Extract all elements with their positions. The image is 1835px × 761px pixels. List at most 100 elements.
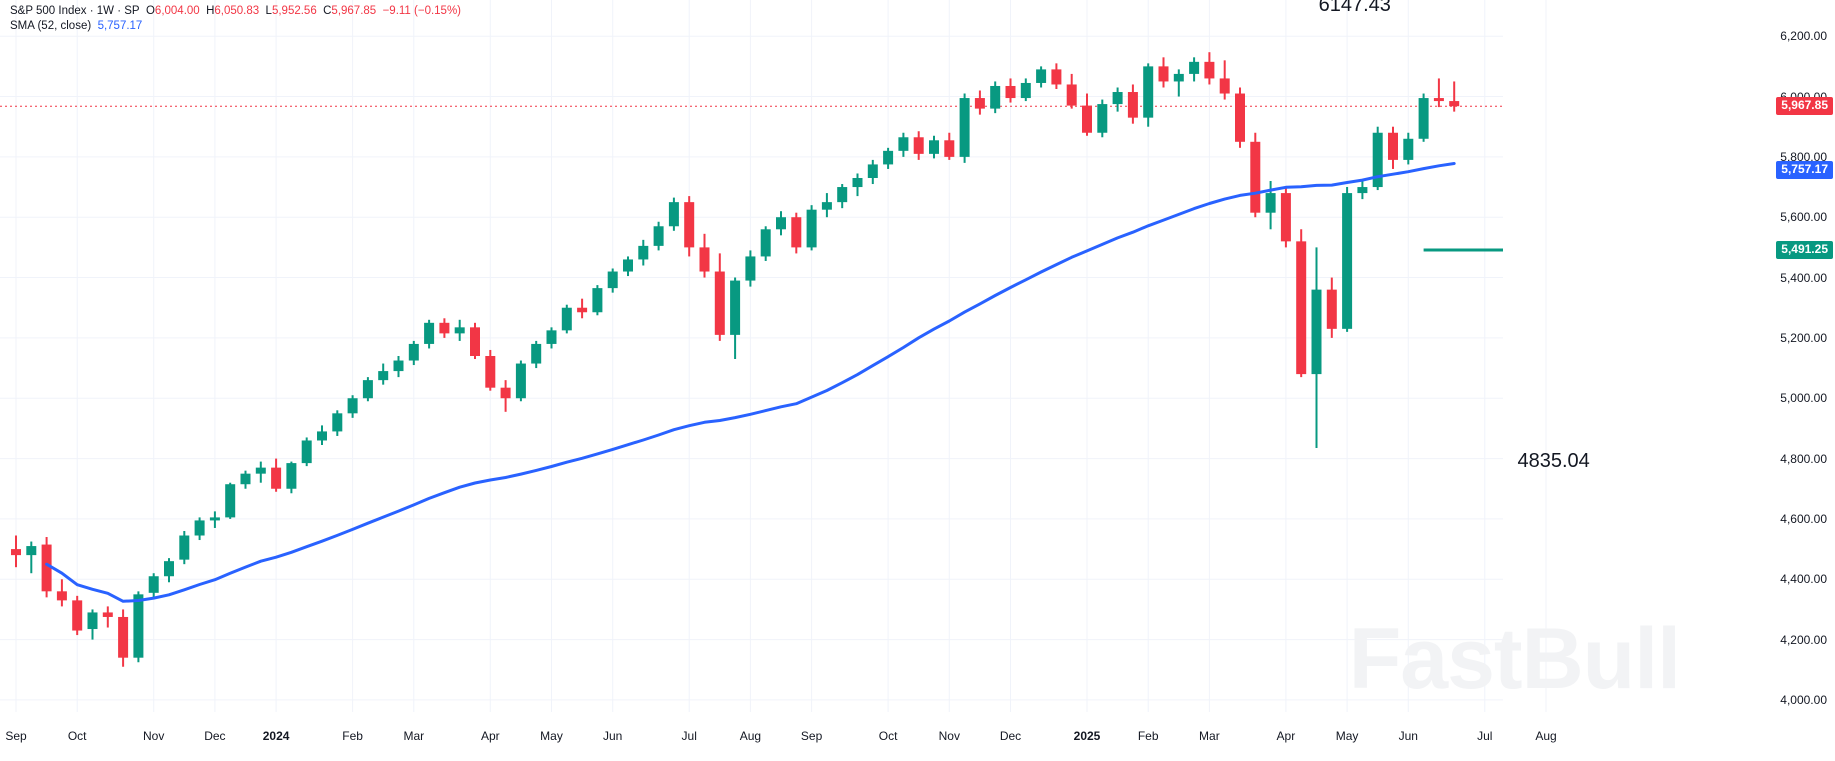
candle-body bbox=[1066, 84, 1077, 106]
price-axis[interactable]: 6,200.006,000.005,800.005,600.005,400.00… bbox=[1705, 0, 1835, 712]
level-line-badge[interactable]: 5,491.25 bbox=[1776, 241, 1833, 260]
candle-body bbox=[72, 600, 83, 631]
price-axis-tick: 4,400.00 bbox=[1780, 572, 1827, 587]
price-axis-tick: 5,600.00 bbox=[1780, 210, 1827, 225]
candle-body bbox=[1005, 85, 1016, 99]
candle-body bbox=[1296, 241, 1307, 375]
candle-body bbox=[607, 271, 618, 289]
candle-body bbox=[362, 380, 373, 399]
candle-body bbox=[240, 473, 251, 485]
time-axis-tick: Dec bbox=[204, 729, 226, 743]
candle-body bbox=[684, 202, 695, 248]
price-axis-tick: 4,000.00 bbox=[1780, 692, 1827, 707]
time-axis-tick: 2024 bbox=[262, 729, 290, 743]
candle-body bbox=[347, 398, 358, 414]
candle-body bbox=[393, 360, 404, 372]
candle-body bbox=[623, 259, 633, 272]
price-axis-tick: 5,400.00 bbox=[1780, 270, 1827, 285]
candle-body bbox=[791, 217, 802, 248]
candle-body bbox=[11, 549, 21, 556]
candle-body bbox=[1235, 93, 1245, 142]
candle-body bbox=[56, 591, 67, 601]
candle-series bbox=[11, 52, 1460, 667]
time-axis-tick: Jul bbox=[1477, 729, 1493, 743]
time-axis-tick: 2025 bbox=[1073, 729, 1101, 743]
candle-body bbox=[332, 413, 343, 432]
candle-body bbox=[408, 343, 419, 361]
candle-body bbox=[470, 327, 480, 356]
candle-body bbox=[730, 280, 741, 335]
sma-value-badge[interactable]: 5,757.17 bbox=[1776, 160, 1833, 179]
candle-body bbox=[317, 431, 327, 441]
candle-body bbox=[883, 150, 894, 165]
price-axis-tick: 5,800.00 bbox=[1780, 149, 1827, 164]
candle-body bbox=[41, 544, 52, 592]
candle-body bbox=[577, 307, 588, 313]
time-axis-tick: Dec bbox=[999, 729, 1022, 743]
candle-body bbox=[561, 307, 572, 331]
candle-body bbox=[194, 520, 205, 536]
candle-body bbox=[1449, 101, 1460, 107]
candle-body bbox=[255, 467, 266, 474]
time-axis[interactable]: Sep Oct Nov Dec 2024 Feb Mar Apr May Jun Jul Aug Sep… bbox=[0, 715, 1835, 761]
candle-body bbox=[1388, 132, 1398, 160]
candle-body bbox=[1403, 138, 1414, 160]
candle-body bbox=[1357, 187, 1368, 194]
candle-body bbox=[1265, 193, 1276, 213]
time-axis-tick: Jun bbox=[603, 729, 623, 743]
time-axis-tick: May bbox=[1335, 729, 1359, 743]
sma-overlay-line bbox=[45, 162, 1456, 603]
candle-body bbox=[1020, 82, 1031, 99]
candle-body bbox=[485, 356, 496, 388]
time-axis-tick: Jun bbox=[1398, 729, 1418, 743]
candle-body bbox=[286, 463, 297, 489]
candle-body bbox=[1127, 92, 1138, 118]
candle-body bbox=[944, 140, 955, 157]
candle-body bbox=[209, 517, 220, 521]
time-axis-tick: Nov bbox=[143, 729, 165, 743]
candle-body bbox=[653, 226, 664, 246]
price-axis-tick: 4,600.00 bbox=[1780, 511, 1827, 526]
candle-body bbox=[638, 245, 649, 260]
candle-body bbox=[1189, 61, 1200, 74]
candle-body bbox=[776, 217, 786, 230]
candle-body bbox=[531, 343, 542, 364]
price-axis-tick: 4,800.00 bbox=[1780, 451, 1827, 466]
candle-body bbox=[852, 178, 863, 188]
candle-body bbox=[454, 327, 465, 334]
candle-body bbox=[424, 322, 435, 344]
level-lines bbox=[0, 105, 1503, 252]
price-axis-tick: 5,200.00 bbox=[1780, 330, 1827, 345]
candle-body bbox=[378, 371, 389, 381]
candle-body bbox=[929, 140, 939, 154]
high-annotation: 6147.43 bbox=[1318, 0, 1391, 17]
candle-body bbox=[1097, 104, 1108, 133]
candle-body bbox=[898, 137, 909, 151]
candle-body bbox=[148, 576, 159, 593]
candle-body bbox=[913, 137, 924, 154]
candle-body bbox=[439, 322, 450, 334]
candle-body bbox=[806, 209, 817, 248]
candle-body bbox=[164, 561, 174, 577]
candle-body bbox=[699, 247, 710, 272]
price-axis-tick: 6,200.00 bbox=[1780, 29, 1827, 44]
candle-body bbox=[1219, 78, 1230, 94]
time-axis-tick: Jul bbox=[681, 729, 697, 743]
candle-body bbox=[1311, 289, 1322, 375]
time-axis-tick: Nov bbox=[938, 729, 960, 743]
time-axis-tick: Feb bbox=[1137, 729, 1159, 743]
last-price-badge[interactable]: 5,967.85 bbox=[1776, 97, 1833, 116]
candle-body bbox=[87, 612, 98, 630]
time-axis-tick: Aug bbox=[739, 729, 762, 743]
time-axis-tick: Sep bbox=[5, 729, 27, 743]
candle-body bbox=[837, 187, 848, 203]
candle-body bbox=[1051, 69, 1062, 85]
candle-body bbox=[668, 202, 679, 227]
candle-body bbox=[179, 535, 190, 560]
candle-body bbox=[714, 271, 725, 335]
candle-body bbox=[821, 202, 832, 210]
candle-body bbox=[225, 484, 236, 518]
candle-body bbox=[592, 288, 603, 313]
